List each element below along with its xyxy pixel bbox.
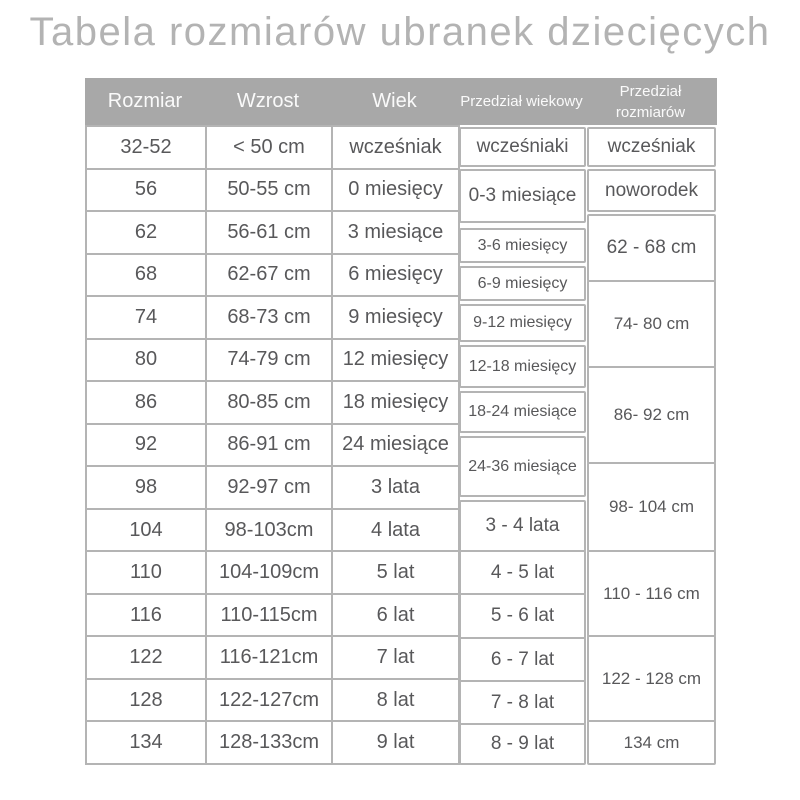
table-row: 32-52 < 50 cm wcześniak (85, 125, 460, 170)
size-cell: 80 (85, 337, 207, 383)
age-range-cell: 5 - 6 lat (459, 593, 586, 639)
age-cell: 7 lat (331, 635, 460, 680)
height-cell: 104-109cm (205, 550, 333, 595)
age-cell: 0 miesięcy (331, 167, 460, 213)
size-cell: 86 (85, 380, 207, 425)
table-row: 56 50-55 cm 0 miesięcy (85, 167, 460, 213)
table-row: 134 128-133cm 9 lat (85, 720, 460, 765)
size-cell: 128 (85, 677, 207, 723)
age-cell: 5 lat (331, 550, 460, 595)
size-range-cell: 110 - 116 cm (587, 550, 716, 637)
size-range-cell: 98- 104 cm (587, 462, 716, 552)
height-cell: 74-79 cm (205, 337, 333, 383)
age-cell: 8 lat (331, 677, 460, 723)
height-cell: 62-67 cm (205, 252, 333, 298)
table-row: 122 116-121cm 7 lat (85, 635, 460, 680)
table-row: 74 68-73 cm 9 miesięcy (85, 295, 460, 340)
size-cell: 116 (85, 592, 207, 638)
height-cell: 116-121cm (205, 635, 333, 680)
size-cell: 56 (85, 167, 207, 213)
size-range-cell: 122 - 128 cm (587, 635, 716, 722)
height-cell: 50-55 cm (205, 167, 333, 213)
age-range-cell: 0-3 miesiące (459, 169, 586, 223)
size-table-body: 32-52 < 50 cm wcześniak 56 50-55 cm 0 mi… (85, 125, 460, 765)
age-range-cell: 9-12 miesięcy (459, 304, 586, 342)
age-range-cell: 24-36 miesiące (459, 436, 586, 497)
age-cell: 12 miesięcy (331, 337, 460, 383)
table-row: 86 80-85 cm 18 miesięcy (85, 380, 460, 425)
size-cell: 110 (85, 550, 207, 595)
age-cell: 9 lat (331, 720, 460, 765)
age-range-cell: 3-6 miesięcy (459, 228, 586, 263)
age-range-cell: 6 - 7 lat (459, 637, 586, 682)
height-cell: 128-133cm (205, 720, 333, 765)
height-cell: 122-127cm (205, 677, 333, 723)
size-range-cell: 74- 80 cm (587, 280, 716, 368)
size-range-cell: wcześniak (587, 127, 716, 167)
age-cell: 3 lata (331, 465, 460, 510)
size-cell: 68 (85, 252, 207, 298)
table-row: 62 56-61 cm 3 miesiące (85, 210, 460, 255)
size-cell: 74 (85, 295, 207, 340)
height-cell: 80-85 cm (205, 380, 333, 425)
page-title: Tabela rozmiarów ubranek dziecięcych (29, 10, 771, 54)
header-wiek: Wiek (372, 90, 417, 112)
size-cell: 104 (85, 507, 207, 553)
age-range-cell: 4 - 5 lat (459, 550, 586, 595)
size-range-cell: 86- 92 cm (587, 366, 716, 464)
table-header-row: Rozmiar Wzrost Wiek Przedział wiekowy Pr… (85, 78, 717, 125)
size-range-cell: 62 - 68 cm (587, 214, 716, 282)
age-cell: 9 miesięcy (331, 295, 460, 340)
table-row: 92 86-91 cm 24 miesiące (85, 422, 460, 468)
header-przedzial-wiekowy: Przedział wiekowy (460, 93, 583, 110)
size-cell: 32-52 (85, 125, 207, 170)
size-range-cell: noworodek (587, 169, 716, 212)
height-cell: 92-97 cm (205, 465, 333, 510)
age-range-cell: 18-24 miesiące (459, 391, 586, 433)
age-range-cell: 12-18 miesięcy (459, 345, 586, 388)
height-cell: < 50 cm (205, 125, 333, 170)
size-cell: 62 (85, 210, 207, 255)
age-cell: 6 lat (331, 592, 460, 638)
age-cell: wcześniak (331, 125, 460, 170)
header-rozmiar: Rozmiar (107, 90, 183, 112)
size-range-cell: 134 cm (587, 720, 716, 765)
table-row: 68 62-67 cm 6 miesięcy (85, 252, 460, 298)
height-cell: 56-61 cm (205, 210, 333, 255)
size-cell: 92 (85, 422, 207, 468)
age-range-cell: 8 - 9 lat (459, 723, 586, 765)
age-range-cell: 3 - 4 lata (459, 500, 586, 552)
age-cell: 4 lata (331, 507, 460, 553)
table-row: 80 74-79 cm 12 miesięcy (85, 337, 460, 383)
height-cell: 68-73 cm (205, 295, 333, 340)
table-row: 110 104-109cm 5 lat (85, 550, 460, 595)
table-row: 104 98-103cm 4 lata (85, 507, 460, 553)
header-przedzial-rozmiarow: Przedział rozmiarów (615, 82, 686, 121)
table-row: 128 122-127cm 8 lat (85, 677, 460, 723)
age-cell: 6 miesięcy (331, 252, 460, 298)
table-row: 116 110-115cm 6 lat (85, 592, 460, 638)
size-table: Rozmiar Wzrost Wiek Przedział wiekowy Pr… (85, 78, 717, 765)
height-cell: 86-91 cm (205, 422, 333, 468)
age-cell: 3 miesiące (331, 210, 460, 255)
size-cell: 122 (85, 635, 207, 680)
table-row: 98 92-97 cm 3 lata (85, 465, 460, 510)
age-cell: 24 miesiące (331, 422, 460, 468)
size-table-main: 32-52 < 50 cm wcześniak 56 50-55 cm 0 mi… (85, 125, 460, 765)
age-range-cell: 6-9 miesięcy (459, 266, 586, 301)
size-cell: 134 (85, 720, 207, 765)
age-cell: 18 miesięcy (331, 380, 460, 425)
height-cell: 98-103cm (205, 507, 333, 553)
age-range-cell: wcześniaki (459, 127, 586, 167)
age-range-cell: 7 - 8 lat (459, 680, 586, 725)
header-wzrost: Wzrost (236, 90, 300, 112)
height-cell: 110-115cm (205, 592, 333, 638)
size-cell: 98 (85, 465, 207, 510)
